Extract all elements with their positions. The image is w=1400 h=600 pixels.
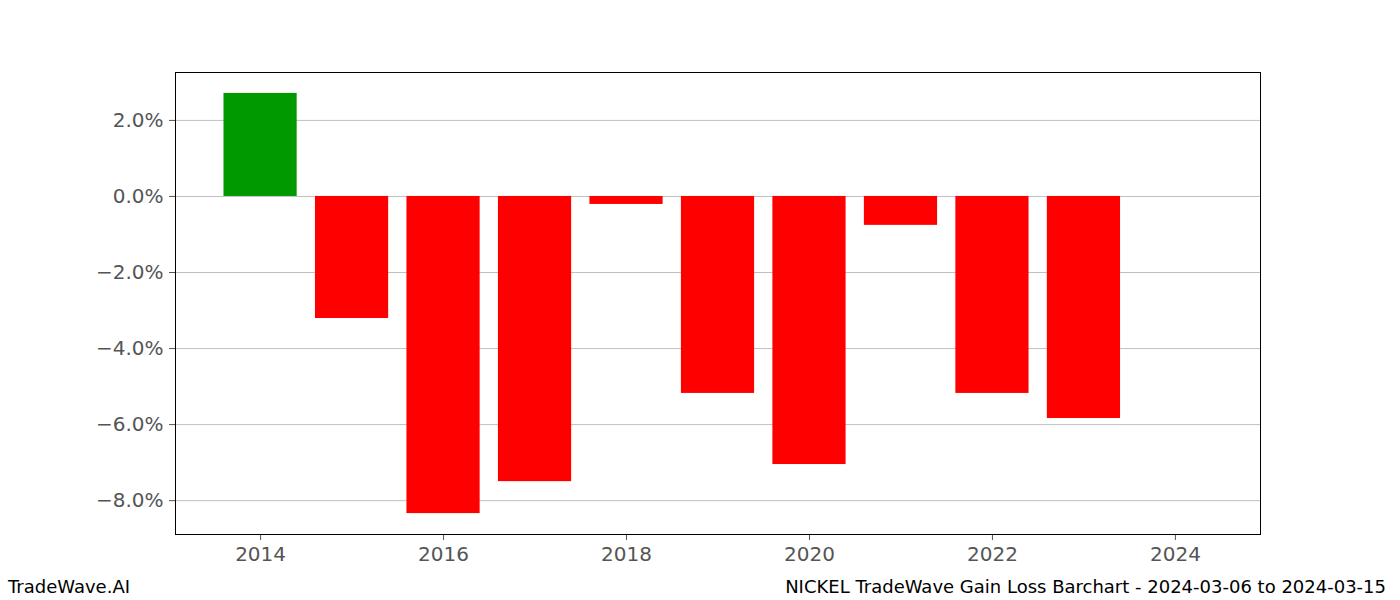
html-text:NICKEL TradeWave Gain Loss Bar: NICKEL TradeWave Gain Loss Barchart - 20…	[785, 576, 1386, 597]
svg-text:2020: 2020	[784, 542, 835, 566]
svg-text:0.0%: 0.0%	[113, 184, 164, 208]
html-text:TradeWave.AI: TradeWave.AI	[8, 576, 130, 597]
svg-text:2014: 2014	[235, 542, 286, 566]
svg-text:−8.0%: −8.0%	[96, 488, 164, 512]
svg-text:−6.0%: −6.0%	[96, 412, 164, 436]
svg-text:−2.0%: −2.0%	[96, 260, 164, 284]
svg-text:2.0%: 2.0%	[113, 108, 164, 132]
svg-text:2016: 2016	[418, 542, 469, 566]
svg-text:2024: 2024	[1150, 542, 1201, 566]
svg-text:2022: 2022	[967, 542, 1018, 566]
svg-text:2018: 2018	[601, 542, 652, 566]
svg-text:−4.0%: −4.0%	[96, 336, 164, 360]
